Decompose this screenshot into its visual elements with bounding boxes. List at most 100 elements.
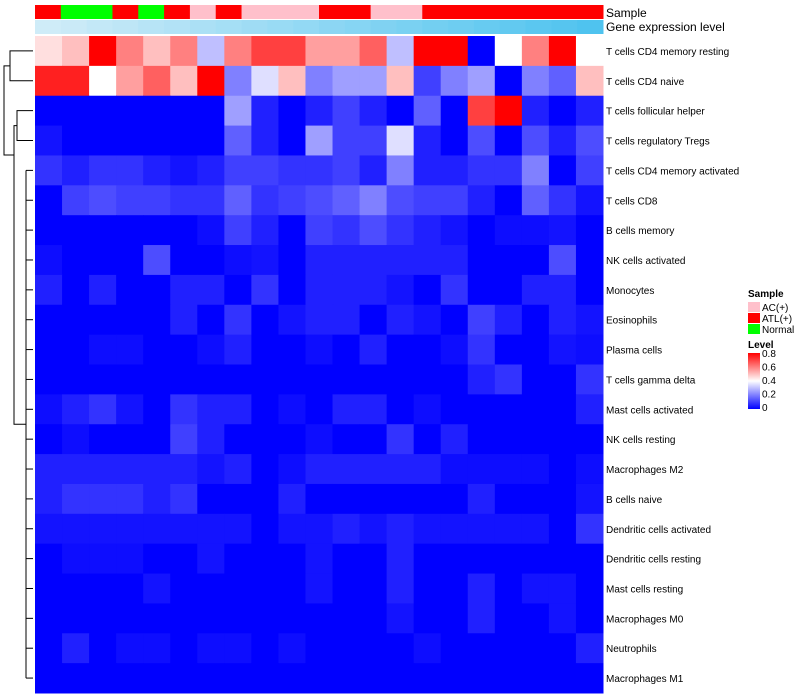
- heatmap-cell: [305, 454, 334, 485]
- heatmap-cell: [197, 364, 225, 395]
- heatmap-cell: [197, 573, 225, 604]
- heatmap-cell: [467, 215, 496, 246]
- heatmap-cell: [89, 424, 117, 455]
- heatmap-cell: [440, 633, 469, 664]
- expression-annotation-track: [35, 20, 604, 34]
- heatmap-cell: [494, 185, 523, 216]
- heatmap-cell: [35, 663, 63, 694]
- heatmap-cell: [62, 454, 90, 485]
- heatmap-cell: [440, 334, 469, 365]
- heatmap-cell: [278, 95, 306, 127]
- heatmap-cell: [278, 155, 306, 186]
- heatmap-cell: [359, 513, 388, 545]
- heatmap-cell: [548, 36, 577, 67]
- heatmap-cell: [143, 364, 171, 395]
- sample-annotation-cell: [448, 5, 475, 19]
- heatmap-cell: [467, 633, 496, 664]
- heatmap-cell: [413, 215, 442, 246]
- expression-annotation-cell: [319, 20, 346, 34]
- heatmap-cell: [251, 36, 279, 67]
- heatmap-cell: [548, 274, 577, 306]
- heatmap-cell: [197, 245, 225, 276]
- heatmap-cell: [62, 483, 90, 515]
- expression-annotation-cell: [448, 20, 475, 34]
- sample-annotation-cell: [319, 5, 346, 19]
- heatmap-cell: [548, 245, 577, 276]
- heatmap-cell: [251, 633, 279, 664]
- heatmap-cell: [386, 245, 415, 276]
- sample-annotation-cell: [577, 5, 604, 19]
- row-label: T cells follicular helper: [606, 107, 705, 118]
- heatmap-cell: [467, 483, 496, 515]
- heatmap-cell: [224, 543, 252, 575]
- heatmap-cell: [278, 36, 306, 67]
- heatmap-cell: [494, 543, 523, 575]
- heatmap-cell: [143, 36, 171, 67]
- heatmap-cell: [305, 663, 334, 694]
- heatmap-cell: [494, 513, 523, 545]
- heatmap-cell: [224, 573, 252, 604]
- heatmap-cell: [440, 483, 469, 515]
- heatmap-cell: [62, 663, 90, 694]
- heatmap-cell: [35, 274, 63, 306]
- sample-annotation-cell: [60, 5, 88, 19]
- heatmap-cell: [62, 125, 90, 156]
- heatmap-cell: [251, 304, 279, 336]
- heatmap-cell: [440, 185, 469, 216]
- heatmap-cell: [305, 155, 334, 186]
- heatmap-cell: [305, 245, 334, 276]
- sample-legend-label: Normal: [762, 325, 794, 336]
- heatmap-cell: [224, 36, 252, 67]
- heatmap-cell: [548, 215, 577, 246]
- heatmap-cell: [197, 334, 225, 365]
- heatmap-cell: [332, 215, 361, 246]
- heatmap-cell: [170, 424, 198, 455]
- heatmap-cell: [62, 364, 90, 395]
- heatmap-cell: [386, 543, 415, 575]
- heatmap-cell: [35, 633, 63, 664]
- heatmap-cell: [359, 185, 388, 216]
- heatmap-cell: [413, 633, 442, 664]
- heatmap-cell: [197, 454, 225, 485]
- heatmap-cell: [89, 65, 117, 97]
- heatmap-cell: [359, 573, 388, 604]
- heatmap-cell: [521, 573, 550, 604]
- row-label: Mast cells activated: [606, 405, 693, 416]
- heatmap-cell: [494, 245, 523, 276]
- heatmap-cell: [359, 95, 388, 127]
- expression-annotation-cell: [215, 20, 243, 34]
- heatmap-cell: [170, 483, 198, 515]
- heatmap-cell: [35, 95, 63, 127]
- heatmap-cell: [35, 245, 63, 276]
- expression-annotation-cell: [577, 20, 604, 34]
- heatmap-cell: [521, 633, 550, 664]
- heatmap-cell: [359, 454, 388, 485]
- heatmap-cell: [62, 215, 90, 246]
- heatmap-cell: [89, 513, 117, 545]
- heatmap-cell: [575, 274, 604, 306]
- level-legend-title: Level: [748, 340, 774, 351]
- heatmap-cell: [494, 663, 523, 694]
- heatmap-cell: [413, 155, 442, 186]
- heatmap-cell: [143, 394, 171, 425]
- row-label: Macrophages M2: [606, 465, 684, 476]
- heatmap-cell: [548, 454, 577, 485]
- heatmap-cell: [35, 394, 63, 425]
- heatmap-cell: [116, 543, 144, 575]
- heatmap-cell: [35, 573, 63, 604]
- heatmap-cell: [278, 543, 306, 575]
- heatmap-cell: [386, 304, 415, 336]
- heatmap-cell: [305, 334, 334, 365]
- heatmap-cell: [116, 65, 144, 97]
- heatmap-cell: [332, 185, 361, 216]
- heatmap-cell: [62, 185, 90, 216]
- heatmap-cell: [413, 185, 442, 216]
- heatmap-cell: [332, 424, 361, 455]
- heatmap-cell: [332, 125, 361, 156]
- sample-annotation-cell: [551, 5, 578, 19]
- heatmap-cell: [278, 424, 306, 455]
- heatmap-cell: [494, 483, 523, 515]
- heatmap-cell: [467, 304, 496, 336]
- heatmap-cell: [62, 245, 90, 276]
- row-label: Neutrophils: [606, 644, 657, 655]
